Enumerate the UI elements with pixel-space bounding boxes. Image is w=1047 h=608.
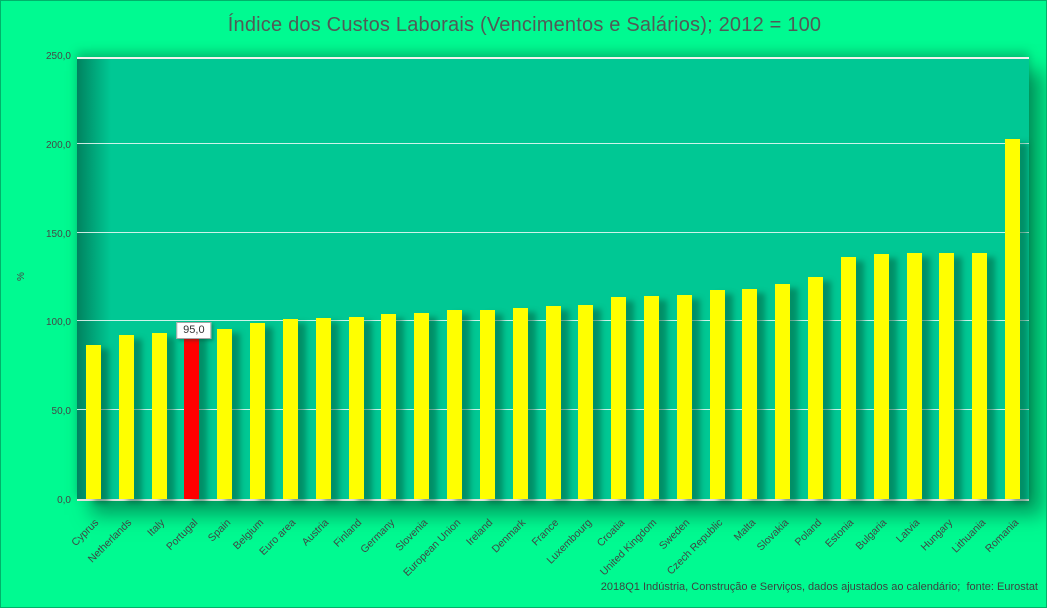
bar-poland bbox=[808, 277, 824, 499]
bar-italy bbox=[151, 332, 167, 499]
bar-portugal bbox=[184, 330, 200, 499]
bar-spain bbox=[217, 328, 233, 499]
y-tick-label: 250,0 bbox=[45, 51, 71, 62]
bar-lithuania bbox=[972, 253, 988, 499]
y-axis-tick-labels: 0,0 50,0 100,0 150,0 200,0 250,0 bbox=[1, 1, 71, 607]
bar-latvia bbox=[906, 253, 922, 499]
bar-belgium bbox=[250, 323, 266, 499]
bar-cyprus bbox=[85, 345, 101, 499]
bar-slovakia bbox=[775, 284, 791, 499]
bar-austria bbox=[315, 317, 331, 499]
y-tick-label: 150,0 bbox=[45, 228, 71, 240]
bar-finland bbox=[348, 316, 364, 499]
bar-slovenia bbox=[414, 312, 430, 499]
y-tick-label: 50,0 bbox=[51, 406, 71, 418]
chart-title: Índice dos Custos Laborais (Vencimentos … bbox=[227, 14, 822, 36]
bar-croatia bbox=[611, 296, 627, 499]
bar-romania bbox=[1005, 139, 1021, 499]
bar-estonia bbox=[840, 256, 856, 499]
gridline bbox=[77, 142, 1029, 144]
bar-malta bbox=[742, 289, 758, 499]
bar-sweden bbox=[676, 294, 692, 499]
bar-euro-area bbox=[282, 318, 298, 499]
plot-area: 95,0 bbox=[77, 57, 1029, 501]
y-tick-label: 100,0 bbox=[45, 317, 71, 329]
y-tick-label: 200,0 bbox=[45, 139, 71, 151]
source-note: 2018Q1 Indústria, Construção e Serviços,… bbox=[600, 581, 1038, 593]
bar-luxembourg bbox=[578, 305, 594, 499]
bar-bulgaria bbox=[873, 253, 889, 499]
bar-european-union bbox=[447, 309, 463, 499]
y-tick-label: 0,0 bbox=[57, 495, 71, 506]
bar-france bbox=[545, 306, 561, 499]
bar-ireland bbox=[479, 309, 495, 499]
data-label-portugal: 95,0 bbox=[176, 322, 212, 340]
bar-czech-republic bbox=[709, 290, 725, 499]
gridline bbox=[77, 231, 1029, 233]
bar-united-kingdom bbox=[643, 295, 659, 499]
bar-hungary bbox=[939, 253, 955, 499]
bar-netherlands bbox=[118, 334, 134, 499]
bar-denmark bbox=[512, 308, 528, 499]
bar-germany bbox=[381, 314, 397, 499]
